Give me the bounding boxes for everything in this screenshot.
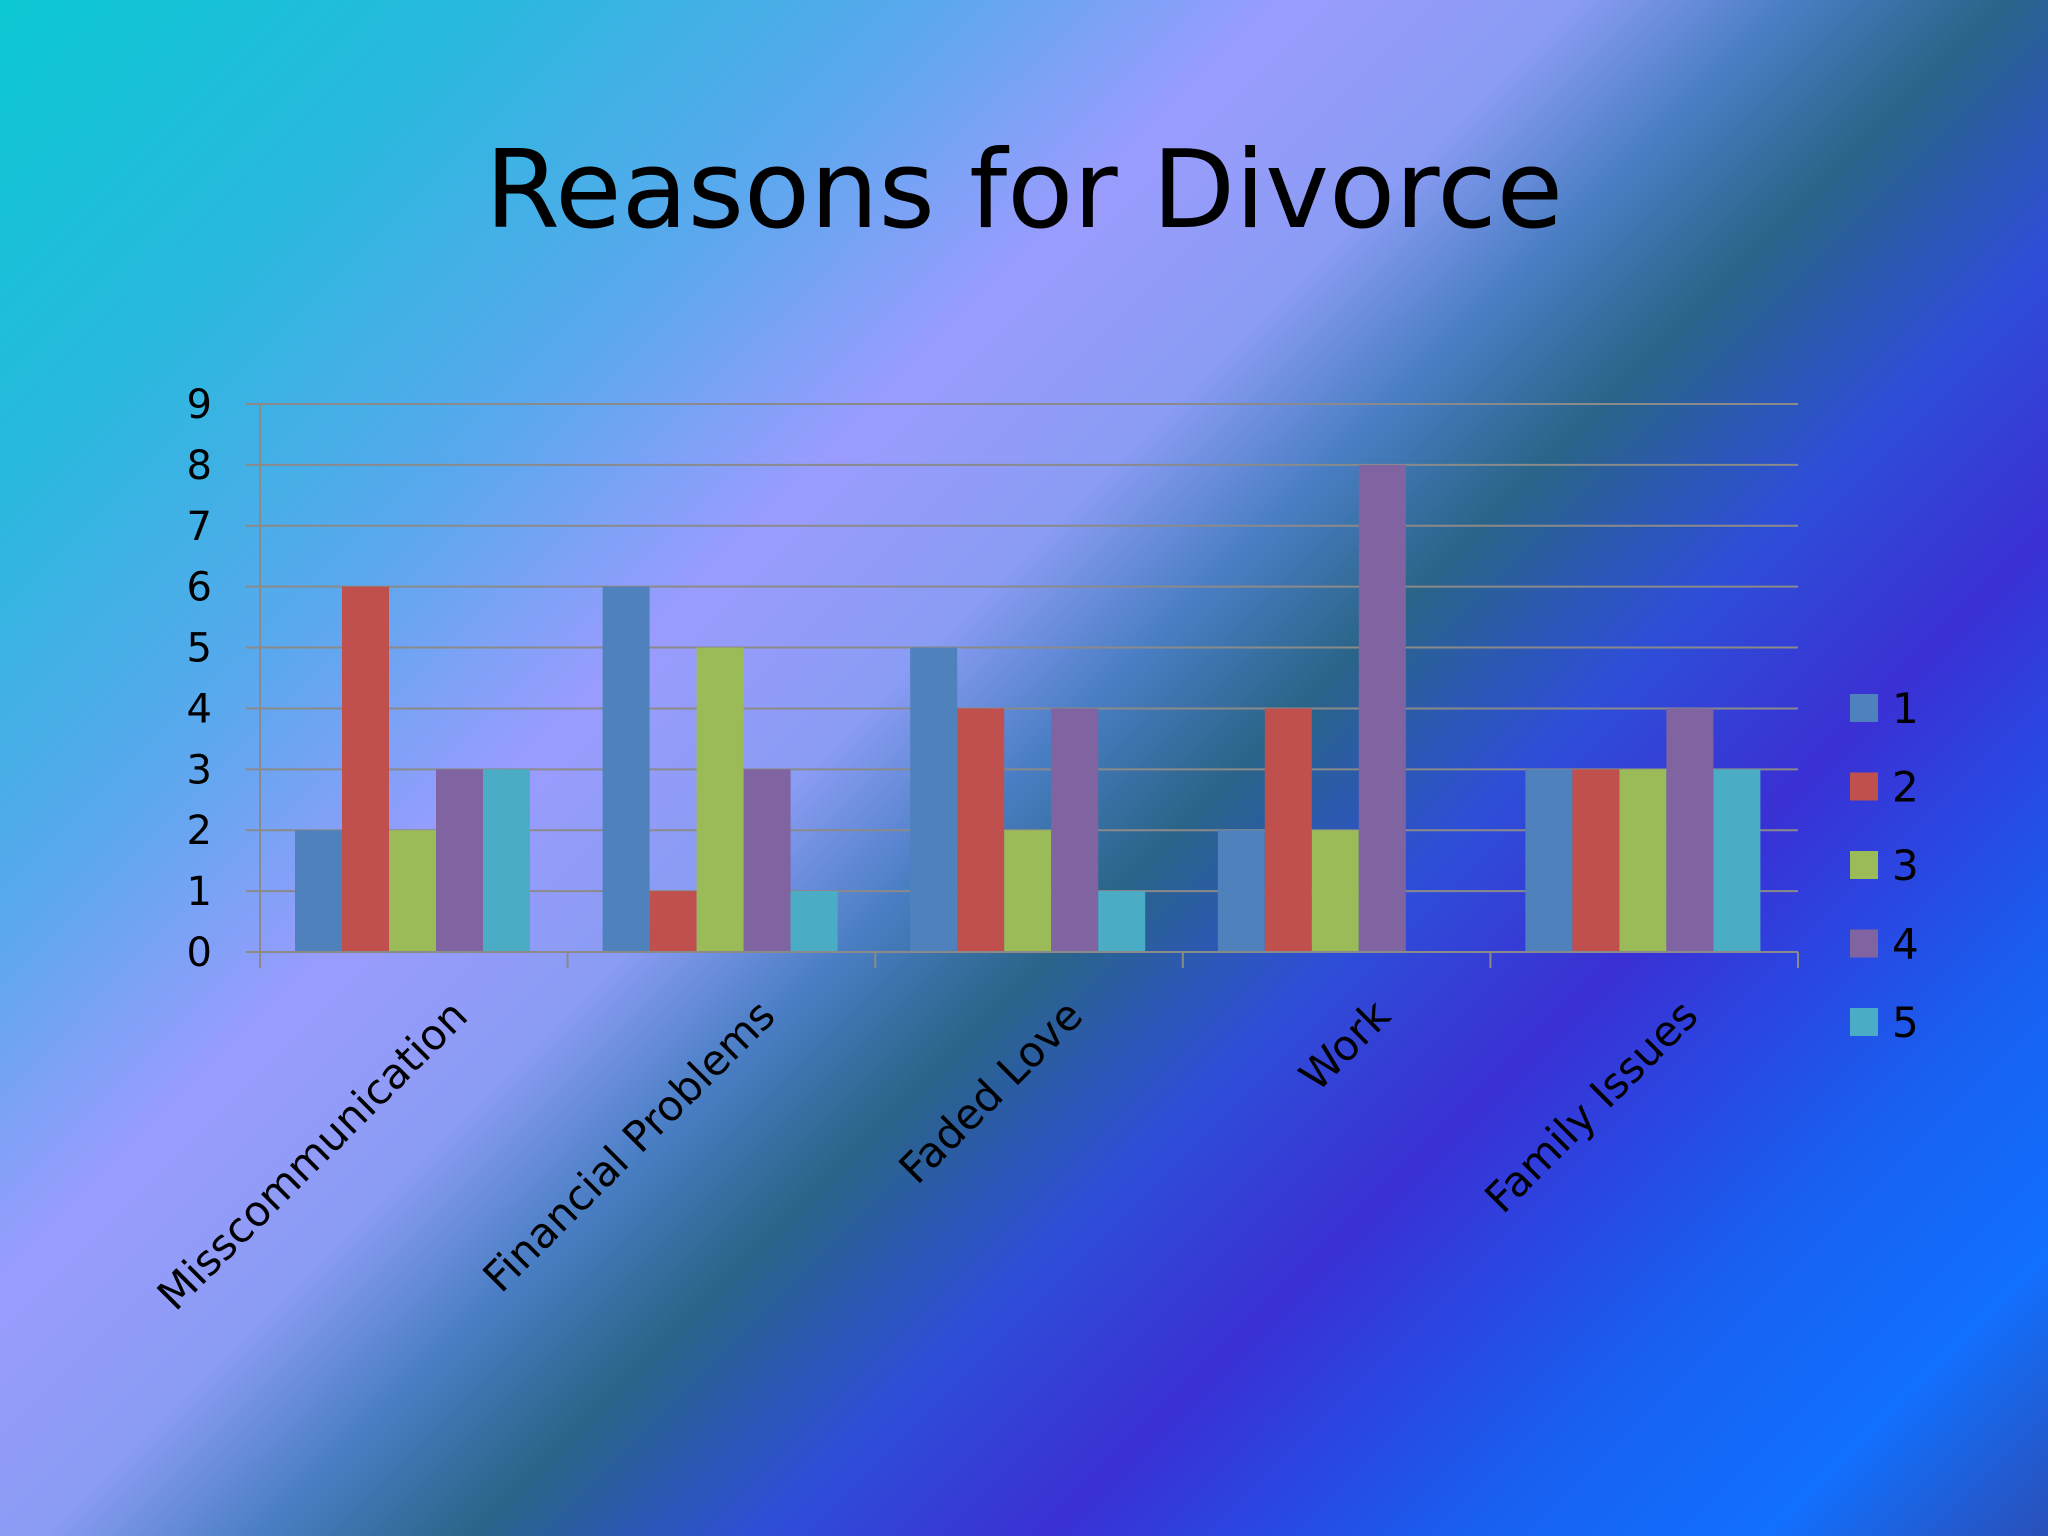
bar-2-2 (957, 708, 1005, 952)
bar-5-1 (790, 891, 838, 952)
bar-5-0 (483, 769, 530, 952)
y-tick-label: 6 (187, 565, 212, 611)
bar-1-4 (1525, 769, 1573, 952)
legend-label-1: 1 (1892, 684, 1919, 733)
y-tick-label: 9 (187, 382, 212, 428)
y-tick-label: 2 (187, 808, 212, 854)
chart-title: Reasons for Divorce (484, 128, 1564, 253)
bar-5-4 (1713, 769, 1761, 952)
bar-4-4 (1666, 708, 1714, 952)
y-tick-label: 8 (187, 443, 212, 489)
y-tick-label: 3 (187, 747, 212, 793)
legend: 1 2 3 4 5 (1850, 684, 1919, 1047)
bar-4-2 (1051, 708, 1099, 952)
bar-2-1 (649, 891, 697, 952)
x-tick-label: Misscommunication (148, 990, 477, 1319)
y-tick-label: 1 (187, 869, 212, 915)
legend-label-2: 2 (1892, 763, 1919, 812)
bar-3-0 (389, 830, 436, 952)
bar-1-0 (295, 830, 342, 952)
legend-label-5: 5 (1892, 998, 1919, 1047)
legend-swatch-3 (1850, 851, 1878, 879)
bars (295, 464, 1761, 952)
y-tick-label: 5 (187, 626, 212, 672)
x-tick-label: Financial Problems (473, 990, 784, 1301)
x-tick-label: Faded Love (889, 990, 1092, 1193)
bar-3-3 (1311, 830, 1359, 952)
x-tick-label: Family Issues (1475, 990, 1707, 1222)
bar-1-2 (910, 647, 958, 952)
bar-4-0 (436, 769, 483, 952)
legend-label-4: 4 (1892, 920, 1919, 969)
bar-1-3 (1217, 830, 1265, 952)
bar-4-1 (743, 769, 791, 952)
bar-1-1 (602, 586, 650, 952)
bar-4-3 (1358, 464, 1406, 952)
bar-3-2 (1004, 830, 1052, 952)
bar-2-3 (1264, 708, 1312, 952)
bar-3-4 (1619, 769, 1667, 952)
legend-swatch-5 (1850, 1008, 1878, 1036)
bar-2-0 (342, 586, 389, 952)
bar-2-4 (1572, 769, 1620, 952)
legend-swatch-4 (1850, 929, 1878, 958)
y-tick-labels: 0 1 2 3 4 5 6 7 8 9 (187, 382, 212, 976)
y-tick-label: 7 (187, 504, 212, 550)
bar-5-2 (1098, 891, 1146, 952)
y-tick-label: 4 (187, 686, 212, 732)
x-tick-label: Work (1290, 990, 1400, 1100)
legend-swatch-2 (1850, 772, 1878, 801)
y-tick-label: 0 (187, 930, 212, 976)
legend-swatch-1 (1850, 694, 1878, 722)
bar-3-1 (696, 647, 744, 952)
legend-label-3: 3 (1892, 841, 1919, 890)
axes (246, 403, 1799, 968)
